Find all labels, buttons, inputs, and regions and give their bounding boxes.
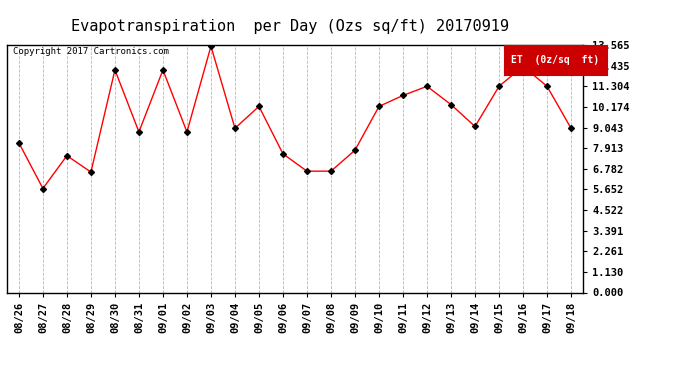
Text: Copyright 2017 Cartronics.com: Copyright 2017 Cartronics.com xyxy=(12,48,168,57)
Text: Evapotranspiration  per Day (Ozs sq/ft) 20170919: Evapotranspiration per Day (Ozs sq/ft) 2… xyxy=(71,19,509,34)
Text: ET  (0z/sq  ft): ET (0z/sq ft) xyxy=(511,55,600,65)
